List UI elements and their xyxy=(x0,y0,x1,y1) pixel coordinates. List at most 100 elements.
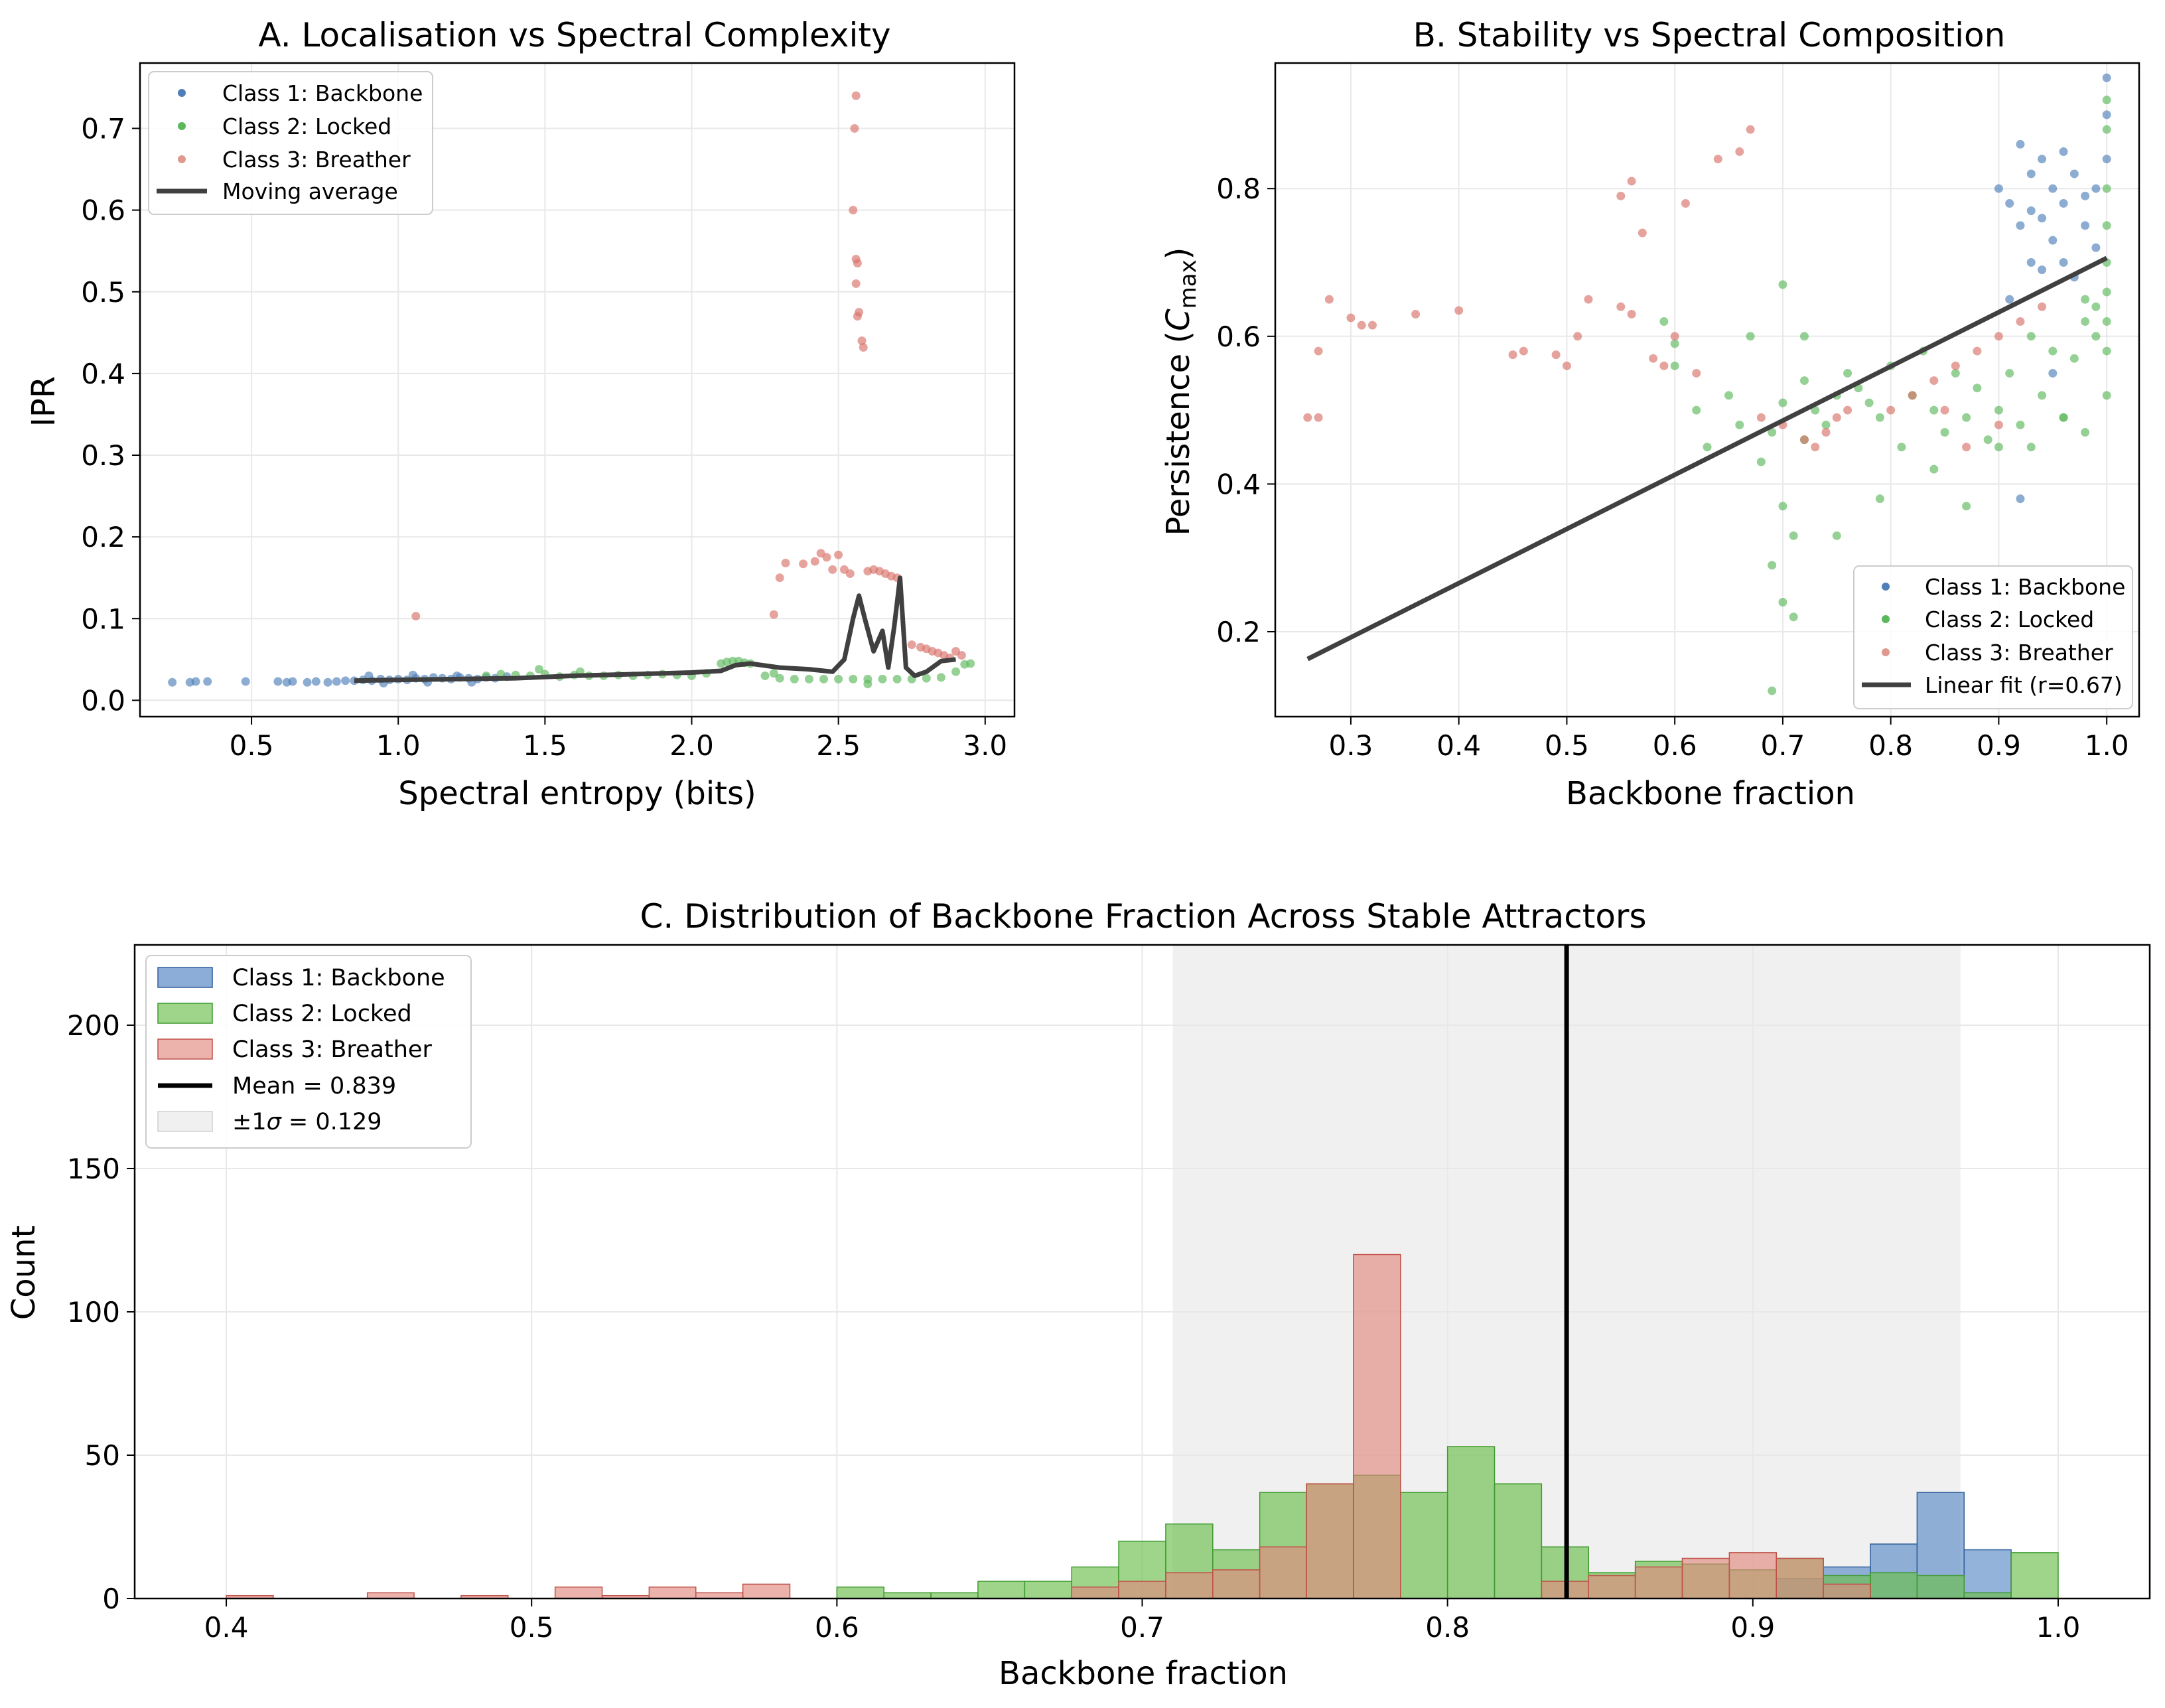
data-point xyxy=(845,569,855,579)
tick-label-x: 0.4 xyxy=(204,1611,249,1644)
data-point xyxy=(863,679,873,689)
panel-a-frame xyxy=(139,62,1016,718)
data-point xyxy=(769,610,778,619)
data-point xyxy=(966,659,975,668)
data-point xyxy=(2026,332,2036,341)
data-point xyxy=(341,676,350,685)
data-point xyxy=(799,559,808,569)
panel-b-ticks: 0.3 0.4 0.5 0.6 0.7 0.8 0.9 1.0 0.2 0.4 0.6 0.8 xyxy=(1216,173,2129,762)
tick-label-x: 2.5 xyxy=(816,729,861,762)
data-point xyxy=(1940,427,1949,437)
data-point xyxy=(853,312,862,321)
histogram-bar xyxy=(366,1592,415,1599)
data-point xyxy=(1411,309,1421,319)
data-point xyxy=(2081,191,2090,200)
data-point xyxy=(1875,413,1884,422)
data-point xyxy=(1573,332,1582,341)
data-point xyxy=(1789,531,1798,540)
data-point xyxy=(2102,110,2111,119)
data-point xyxy=(2038,214,2047,223)
histogram-bar xyxy=(1916,1575,1965,1599)
data-point xyxy=(1811,443,1820,452)
data-point xyxy=(936,673,945,682)
data-point xyxy=(2026,169,2036,178)
data-point xyxy=(951,667,961,676)
data-point xyxy=(1994,405,2003,415)
legend-marker-class1 xyxy=(1882,583,1890,591)
data-point xyxy=(853,259,862,268)
data-point xyxy=(1994,332,2003,341)
data-point xyxy=(2005,295,2014,304)
data-point xyxy=(408,670,417,679)
data-point xyxy=(2102,391,2111,400)
histogram-bar xyxy=(648,1586,697,1599)
legend-label-class1: Class 1: Backbone xyxy=(222,80,423,106)
data-point xyxy=(781,559,790,568)
data-point xyxy=(1692,405,1701,415)
data-point xyxy=(1983,435,1992,445)
data-point xyxy=(1314,346,1323,356)
data-point xyxy=(1778,280,1787,289)
tick-label-y: 0.3 xyxy=(81,439,125,472)
histogram-bar xyxy=(1681,1557,1730,1599)
data-point xyxy=(1929,464,1939,474)
data-point xyxy=(273,677,283,686)
histogram-bar xyxy=(1212,1569,1261,1599)
data-point xyxy=(1962,502,1971,511)
data-point xyxy=(2091,332,2101,341)
data-point xyxy=(1832,531,1841,540)
data-point xyxy=(1454,306,1464,315)
data-point xyxy=(1768,427,1777,437)
data-point xyxy=(2091,243,2101,252)
data-point xyxy=(1551,350,1561,360)
data-point xyxy=(1799,376,1809,386)
data-point xyxy=(1627,177,1636,186)
moving-average-line xyxy=(354,575,956,683)
data-point xyxy=(2016,221,2025,230)
data-point xyxy=(1994,184,2003,193)
tick-label-x: 0.6 xyxy=(1653,729,1697,762)
tick-label-y: 150 xyxy=(67,1153,120,1185)
linear-fit-line xyxy=(1306,255,2108,662)
data-point xyxy=(1670,361,1679,370)
data-point xyxy=(850,124,859,133)
data-point xyxy=(851,279,861,288)
data-point xyxy=(1886,405,1896,415)
legend-marker-class1 xyxy=(157,967,213,988)
legend-marker-class3 xyxy=(178,155,186,163)
data-point xyxy=(2059,413,2068,422)
data-point xyxy=(1756,413,1766,422)
data-point xyxy=(2102,73,2111,82)
histogram-bar xyxy=(1259,1546,1307,1599)
data-point xyxy=(1670,339,1679,348)
data-point xyxy=(2081,295,2090,304)
data-point xyxy=(411,612,421,621)
data-point xyxy=(2102,155,2111,164)
data-point xyxy=(2102,125,2111,134)
data-point xyxy=(1768,561,1777,570)
panel-c: C. Distribution of Backbone Fraction Acr… xyxy=(5,897,2151,1692)
legend-label-class2: Class 2: Locked xyxy=(222,113,391,139)
data-point xyxy=(288,677,297,686)
data-point xyxy=(1799,332,1809,341)
data-point xyxy=(311,677,320,686)
data-point xyxy=(241,677,250,686)
panel-a-ticks: 0.5 1.0 1.5 2.0 2.5 3.0 0.0 0.1 0.2 0.3 0.4 0.5 0.6 0… xyxy=(81,113,1007,762)
panel-c-marks xyxy=(226,945,2059,1599)
panel-b-legend: Class 1: Backbone Class 2: Locked Class … xyxy=(1853,565,2133,709)
histogram-bar xyxy=(554,1586,603,1599)
histogram-bar xyxy=(1306,1483,1354,1599)
data-point xyxy=(1832,413,1841,422)
panel-a-legend: Class 1: Backbone Class 2: Locked Class … xyxy=(148,71,433,215)
legend-marker-class1 xyxy=(178,89,186,97)
data-point xyxy=(1346,313,1356,322)
histogram-bar xyxy=(695,1592,744,1599)
tick-label-y: 0.5 xyxy=(81,276,125,309)
tick-label-y: 0.6 xyxy=(1216,320,1261,353)
data-point xyxy=(1638,228,1647,238)
histogram-bar xyxy=(1494,1483,1543,1599)
tick-label-x: 0.5 xyxy=(1545,729,1589,762)
data-point xyxy=(2016,139,2025,149)
data-point xyxy=(822,553,831,562)
